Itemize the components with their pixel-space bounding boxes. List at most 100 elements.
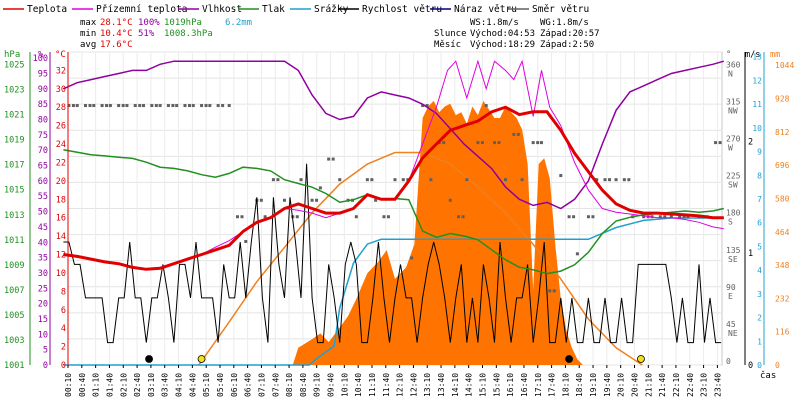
legend: Teplota Přízemní teplota Vlhkost Tlak Srážky… — [3, 4, 589, 15]
wind-direction-point — [678, 215, 682, 219]
temperature-line — [63, 105, 724, 271]
x-tick-label: 20:40 — [630, 373, 639, 397]
precipitation-tick: 6 — [757, 219, 762, 228]
pressure-tick: 1025 — [4, 61, 24, 71]
x-tick-label: 05:40 — [216, 373, 225, 397]
precipitation-tick: 2 — [757, 314, 762, 323]
humidity-tick: 20 — [38, 300, 48, 310]
wind-direction-point — [154, 104, 158, 108]
direction-tick: 225 — [726, 172, 741, 181]
x-tick-label: 07:40 — [271, 373, 280, 397]
radiation-tick: 116 — [775, 328, 790, 337]
x-tick-label: 00:40 — [78, 373, 87, 397]
wind-direction-point — [686, 215, 690, 219]
x-tick-label: 06:40 — [244, 373, 253, 397]
radiation-tick: 348 — [775, 261, 790, 270]
wind-direction-point — [235, 215, 239, 219]
x-tick-label: 06:10 — [230, 373, 239, 397]
wind-direction-point — [559, 174, 563, 178]
wind-direction-point — [461, 215, 465, 219]
wind-direction-point — [191, 104, 195, 108]
x-tick-label: 04:40 — [188, 373, 197, 397]
pressure-axis-title: hPa — [4, 50, 20, 60]
wind-direction-point — [208, 104, 212, 108]
x-tick-label: 03:10 — [147, 373, 156, 397]
plot-area — [63, 51, 725, 366]
wind-tick: 2 — [748, 137, 753, 147]
wind-direction-point — [374, 198, 378, 202]
wind-direction-point — [480, 141, 484, 145]
wind-direction-point — [200, 104, 204, 108]
wind-direction-point — [171, 104, 175, 108]
wind-direction-point — [327, 157, 331, 161]
humidity-tick: 60 — [38, 177, 48, 187]
x-tick-label: 02:10 — [119, 373, 128, 397]
direction-tick: 270 — [726, 135, 741, 144]
wind-direction-point — [548, 289, 552, 293]
wind-direction-point — [117, 104, 121, 108]
humidity-tick: 65 — [38, 162, 48, 172]
x-tick-label: 18:10 — [561, 373, 570, 397]
wind-direction-point — [457, 215, 461, 219]
x-axis-title: čas — [760, 370, 776, 381]
temperature-tick: 6 — [61, 306, 66, 316]
x-tick-label: 09:40 — [327, 373, 336, 397]
x-tick-label: 08:40 — [299, 373, 308, 397]
humidity-tick: 25 — [38, 284, 48, 294]
humidity-tick: 10 — [38, 330, 48, 340]
wind-direction-point — [299, 178, 303, 182]
wind-direction-point — [216, 104, 220, 108]
wind-direction-point — [567, 215, 571, 219]
wind-direction-point — [88, 104, 92, 108]
direction-tick: 360 — [726, 60, 741, 69]
wind-direction-point — [714, 141, 718, 145]
rise-set-marker — [145, 355, 153, 363]
precipitation-tick: 0 — [757, 361, 762, 370]
humidity-tick: 75 — [38, 131, 48, 141]
temperature-tick: 30 — [56, 85, 66, 95]
wind-direction-point — [183, 104, 187, 108]
precipitation-tick: 5 — [757, 242, 762, 251]
radiation-tick: 232 — [775, 294, 790, 303]
x-tick-label: 15:10 — [479, 373, 488, 397]
wind-direction-point — [133, 104, 137, 108]
pressure-tick: 1007 — [4, 286, 24, 296]
wind-direction-point — [138, 104, 142, 108]
wind-direction-point — [271, 178, 275, 182]
x-tick-label: 15:40 — [492, 373, 501, 397]
x-tick-label: 01:40 — [105, 373, 114, 397]
wind-direction-point — [425, 104, 429, 108]
radiation-tick: 0 — [775, 361, 780, 370]
x-tick-label: 14:40 — [465, 373, 474, 397]
temperature-axis-title: °C — [55, 50, 66, 60]
wind-direction-point — [158, 104, 162, 108]
x-tick-label: 01:10 — [92, 373, 101, 397]
humidity-axis-title: % — [38, 50, 44, 60]
direction-tick: 135 — [726, 246, 741, 255]
temperature-tick: 20 — [56, 177, 66, 187]
x-tick-label: 03:40 — [161, 373, 170, 397]
wind-direction-point — [310, 198, 314, 202]
wind-direction-point — [365, 178, 369, 182]
sun-set: Západ:20:57 — [540, 29, 600, 39]
humidity-tick: 95 — [38, 69, 48, 79]
wind-direction-point — [315, 198, 319, 202]
humidity-tick: 70 — [38, 146, 48, 156]
wind-direction-point — [410, 256, 414, 260]
x-tick-label: 13:10 — [423, 373, 432, 397]
direction-tick: 90 — [726, 283, 736, 292]
direction-axis-title: ° — [726, 50, 731, 60]
x-tick-label: 14:10 — [451, 373, 460, 397]
wind-direction-point — [492, 141, 496, 145]
pressure-tick: 1023 — [4, 86, 24, 96]
stat-label: max — [80, 18, 97, 28]
humidity-tick: 90 — [38, 85, 48, 95]
wind-direction-point — [536, 141, 540, 145]
wind-direction-point — [175, 104, 179, 108]
precipitation-line — [63, 217, 724, 366]
humidity-tick: 55 — [38, 192, 48, 202]
wind-direction-point — [520, 178, 524, 182]
direction-name: NW — [728, 107, 738, 116]
radiation-axis-title: mm — [770, 50, 780, 60]
